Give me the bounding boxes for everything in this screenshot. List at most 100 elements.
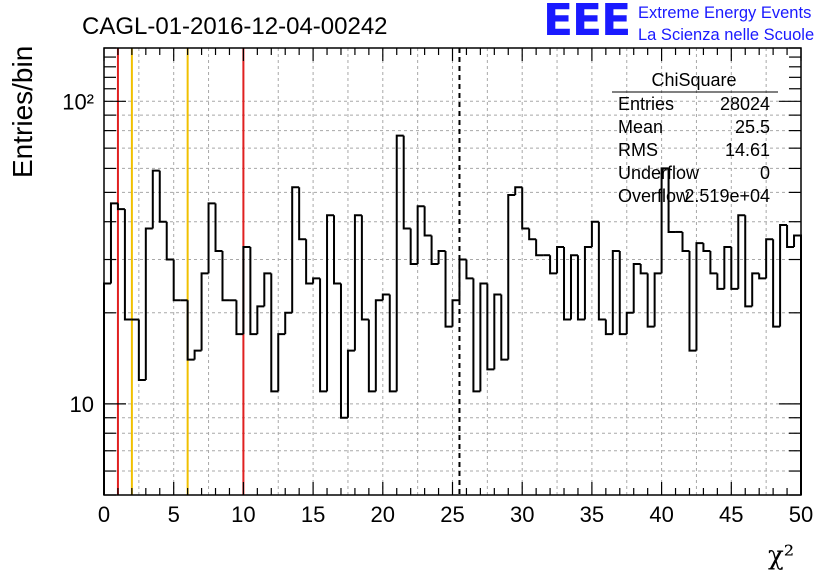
histogram-bin: [583, 245, 592, 320]
histogram-bin: [744, 215, 753, 308]
histogram-bin: [270, 273, 279, 393]
histogram-bin: [576, 255, 585, 321]
histogram-bin: [709, 251, 718, 275]
histogram-bin: [793, 234, 802, 495]
histogram-bin: [374, 299, 383, 392]
histogram-bin: [207, 202, 216, 274]
histogram-bin: [563, 246, 571, 321]
histogram-bin: [597, 221, 606, 321]
histogram-bin: [437, 250, 446, 264]
histogram-bin: [765, 238, 774, 279]
logo-line-2: La Scienza nelle Scuole: [638, 26, 815, 44]
histogram-bin: [151, 169, 160, 229]
histogram-bin: [256, 305, 265, 335]
histogram-bin: [465, 259, 474, 280]
histogram-bin: [319, 278, 328, 393]
histogram-bin: [367, 319, 376, 393]
x-tick-label: 0: [98, 502, 110, 527]
histogram-bin: [786, 225, 795, 248]
histogram-bin: [186, 300, 195, 361]
histogram-bin: [339, 283, 348, 419]
histogram-bin: [625, 311, 634, 335]
histogram-bin: [430, 235, 439, 265]
histogram-bin: [737, 214, 746, 289]
stats-underflow-label: Underflow: [618, 163, 700, 183]
stats-rms-label: RMS: [618, 140, 658, 160]
histogram-bin: [346, 349, 355, 418]
histogram-bin: [298, 187, 307, 241]
stats-box: ChiSquare Entries 28024 Mean 25.5 RMS 14…: [612, 70, 778, 206]
stats-overflow-value: 2.519e+04: [684, 186, 770, 206]
histogram-bin: [653, 272, 662, 327]
histogram-bin: [660, 167, 669, 274]
x-axis-label: χ²: [768, 541, 794, 571]
histogram-bin: [423, 206, 432, 237]
x-tick-label: 50: [789, 502, 813, 527]
histogram-bin: [409, 228, 418, 265]
histogram-bin: [604, 319, 613, 336]
y-tick-label: 10: [70, 392, 94, 417]
histogram-bin: [493, 293, 502, 370]
histogram-bin: [116, 203, 125, 211]
x-tick-label: 20: [371, 502, 395, 527]
histogram-bin: [695, 242, 704, 351]
histogram-bars: [103, 134, 802, 495]
histogram-bin: [521, 187, 530, 230]
histogram-bin: [528, 228, 537, 241]
histogram-bin: [779, 224, 788, 327]
histogram-bin: [702, 243, 711, 253]
histogram-bin: [569, 254, 578, 320]
histogram-bin: [221, 251, 230, 302]
histogram-bin: [479, 282, 488, 392]
stats-entries-value: 28024: [720, 94, 770, 114]
reference-lines: [116, 48, 461, 495]
eee-logo: EEE Extreme Energy Events La Scienza nel…: [543, 0, 833, 46]
stats-underflow-value: 0: [760, 163, 770, 183]
histogram-bin: [193, 349, 202, 360]
histogram-bin: [200, 272, 209, 351]
histogram-bin: [486, 283, 495, 371]
histogram-bin: [723, 245, 732, 289]
x-tick-label: 45: [719, 502, 743, 527]
x-tick-label: 30: [510, 502, 534, 527]
histogram-bin: [144, 227, 153, 380]
histogram-bin: [109, 202, 118, 284]
histogram-bin: [305, 239, 314, 285]
histogram-bin: [395, 134, 404, 392]
histogram-bin: [758, 273, 767, 280]
histogram-bin: [165, 221, 174, 261]
stats-overflow-label: Overflow: [618, 186, 690, 206]
histogram-bin: [472, 278, 481, 393]
histogram-bin: [618, 251, 627, 336]
stats-rms-value: 14.61: [725, 140, 770, 160]
histogram-bin: [242, 245, 251, 335]
histogram-bin: [103, 282, 111, 495]
x-tick-label: 25: [440, 502, 464, 527]
histogram-bin: [500, 294, 509, 361]
histogram-bin: [730, 246, 739, 290]
stats-box-title: ChiSquare: [651, 70, 736, 90]
logo-mark: EEE: [543, 0, 631, 46]
histogram-bin: [667, 168, 676, 233]
x-tick-label: 10: [231, 502, 255, 527]
histogram-bin: [611, 250, 620, 335]
histogram-bin: [556, 245, 565, 274]
histogram-bin: [381, 293, 390, 301]
histogram-bin: [249, 246, 258, 336]
y-tick-label: 10²: [62, 89, 94, 114]
logo-line-1: Extreme Energy Events: [638, 4, 812, 22]
histogram-bin: [333, 215, 341, 285]
histogram-bin: [402, 135, 411, 230]
x-tick-label: 40: [649, 502, 673, 527]
histogram-bin: [360, 215, 369, 321]
histogram-bin: [688, 251, 697, 352]
histogram-bin: [751, 272, 760, 307]
stats-entries-label: Entries: [618, 94, 674, 114]
histogram-bin: [353, 214, 362, 351]
histogram-bin: [772, 239, 781, 328]
histogram-bin: [416, 205, 425, 264]
stats-mean-label: Mean: [618, 117, 663, 137]
histogram-bin: [326, 214, 335, 392]
histogram-bin: [235, 300, 244, 336]
